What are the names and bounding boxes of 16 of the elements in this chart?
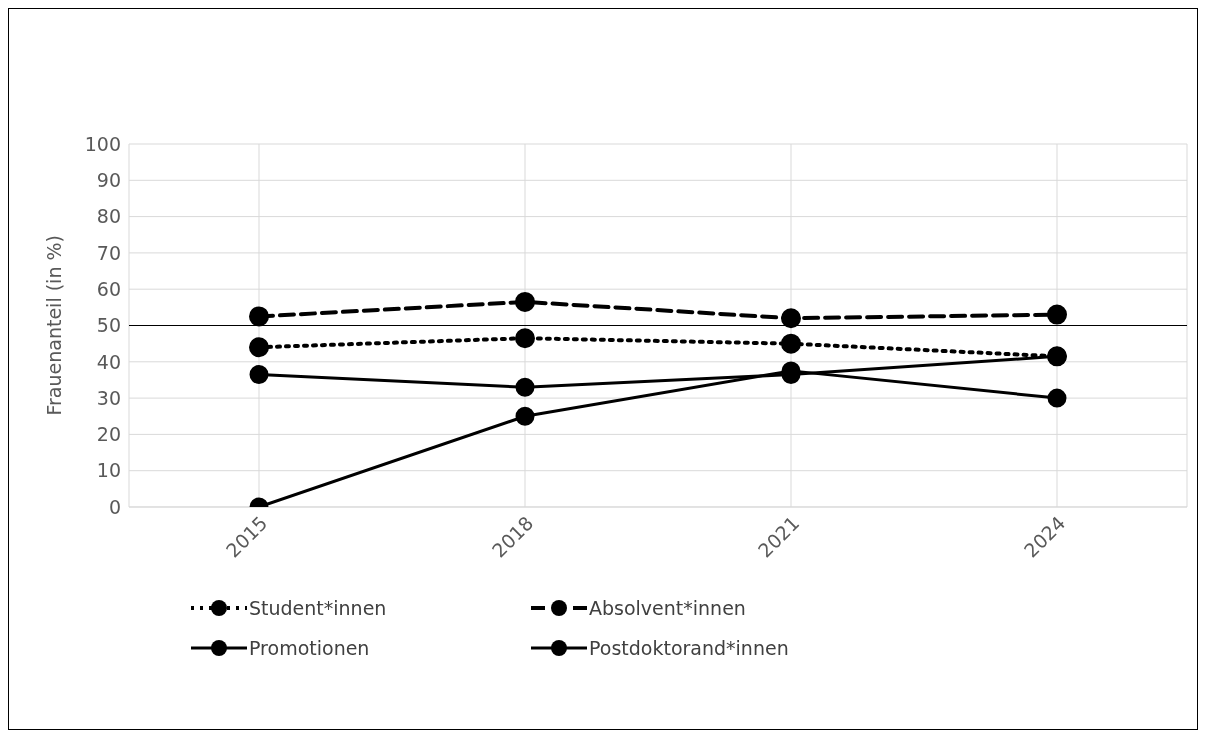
legend-label: Absolvent*innen xyxy=(589,597,746,619)
y-tick-label: 20 xyxy=(96,423,121,446)
legend-label: Postdoktorand*innen xyxy=(589,637,789,659)
y-tick-label: 60 xyxy=(96,277,121,300)
legend-label: Student*innen xyxy=(249,597,387,619)
y-tick-label: 80 xyxy=(96,205,121,228)
y-tick-label: 50 xyxy=(96,314,121,337)
legend-label: Promotionen xyxy=(249,637,370,659)
y-tick-label: 100 xyxy=(84,132,121,155)
y-axis-title: Frauenanteil (in %) xyxy=(42,235,65,416)
y-tick-label: 10 xyxy=(96,459,121,482)
y-tick-label: 90 xyxy=(96,169,121,192)
y-tick-label: 70 xyxy=(96,241,121,264)
y-tick-label: 30 xyxy=(96,386,121,409)
y-tick-label: 0 xyxy=(108,495,121,518)
y-tick-label: 40 xyxy=(96,350,121,373)
